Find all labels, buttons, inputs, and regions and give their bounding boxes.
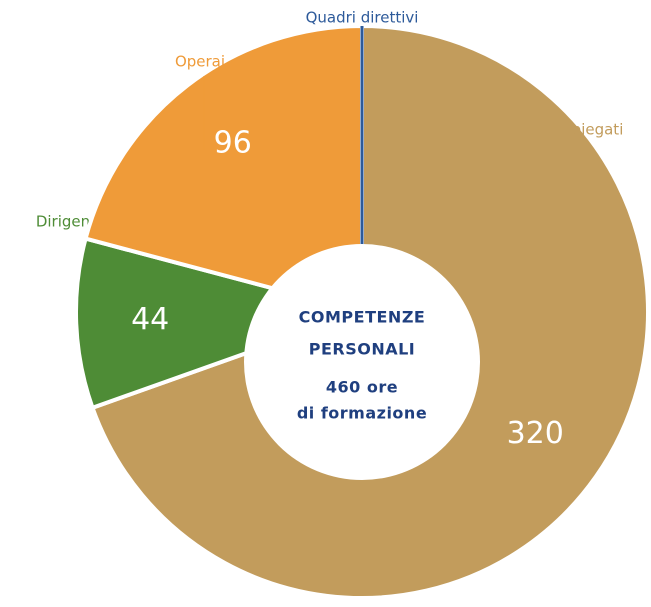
center-text: di formazione	[297, 404, 427, 423]
category-label: Dirigenti	[36, 213, 100, 231]
center-text: PERSONALI	[309, 340, 416, 359]
category-label: Impiegati	[553, 121, 624, 139]
center-text: 460 ore	[326, 378, 398, 397]
center-text: COMPETENZE	[299, 308, 426, 327]
category-label: Quadri direttivi	[306, 9, 419, 27]
value-label: 320	[507, 416, 564, 451]
value-label: 96	[214, 125, 252, 160]
donut-hole	[244, 244, 480, 480]
donut-segment	[74, 236, 369, 411]
value-label: 44	[131, 302, 169, 337]
category-label: Operai	[175, 53, 225, 71]
donut-segment	[83, 23, 364, 315]
